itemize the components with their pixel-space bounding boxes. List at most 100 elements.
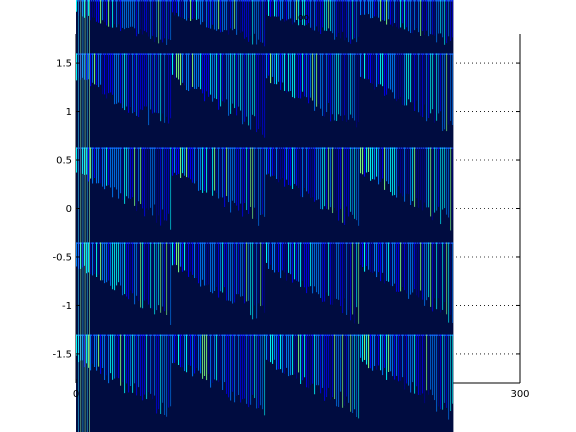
stripe [332, 334, 334, 398]
stripe [122, 334, 124, 383]
stripe [250, 334, 252, 405]
stripe [270, 334, 272, 363]
stripe [366, 53, 368, 80]
stripe [210, 242, 212, 293]
stripe [196, 0, 198, 20]
stripe [330, 53, 332, 122]
stripe [330, 0, 332, 32]
stripe [350, 334, 352, 412]
stripe [220, 0, 222, 33]
stripe [128, 0, 130, 28]
stripe [440, 53, 442, 112]
stripe [312, 147, 314, 198]
stripe [138, 53, 140, 118]
stripe [106, 147, 108, 186]
stripe [116, 147, 118, 190]
stripe [100, 334, 102, 374]
stripe [376, 334, 378, 370]
stripe [404, 0, 406, 30]
stripe [370, 147, 372, 181]
stripe [208, 147, 210, 190]
stripe [110, 334, 112, 374]
stripe [384, 147, 386, 190]
stripe [300, 334, 302, 384]
stripe [430, 147, 432, 217]
stripe [240, 334, 242, 403]
stripe [104, 334, 106, 380]
stripe [380, 147, 382, 182]
stripe [144, 242, 146, 301]
stripe [268, 0, 270, 16]
stripe [110, 242, 112, 286]
stripe [124, 242, 126, 295]
stripe [88, 242, 90, 273]
stripe [262, 147, 264, 215]
stripe [242, 242, 244, 297]
stripe [438, 0, 440, 34]
stripe [138, 242, 140, 301]
stripe [418, 0, 420, 33]
stripe [234, 147, 236, 203]
stripe [298, 334, 300, 373]
stripe [288, 0, 290, 20]
stripe [444, 0, 446, 45]
stripe [296, 53, 298, 97]
stripe [166, 0, 168, 45]
stripe [274, 334, 276, 360]
stripe [218, 334, 220, 383]
stripe [140, 53, 142, 110]
stripe [242, 147, 244, 217]
stripe [372, 334, 374, 371]
stripe [238, 242, 240, 295]
stripe [90, 334, 92, 371]
stripe [388, 147, 390, 185]
stripe [378, 242, 380, 273]
stripe [234, 0, 236, 29]
stripe [102, 334, 104, 369]
stripe [360, 0, 362, 16]
stripe [396, 53, 398, 102]
stripe [294, 334, 296, 375]
stripe [138, 0, 140, 34]
stripe [344, 242, 346, 299]
stripe [166, 334, 168, 417]
stripe [450, 334, 452, 412]
stripe [354, 53, 356, 121]
stripe [96, 147, 98, 184]
stripe [338, 0, 340, 33]
stripe [324, 334, 326, 401]
stripe [376, 147, 378, 177]
stripe [150, 53, 152, 110]
stripe [322, 147, 324, 210]
stripe [230, 53, 232, 114]
stripe [306, 334, 308, 388]
stripe [352, 242, 354, 315]
stripe [340, 53, 342, 116]
stripe [324, 0, 326, 31]
stripe [204, 0, 206, 22]
stripe [96, 334, 98, 371]
stripe [186, 242, 188, 272]
stripe [334, 53, 336, 121]
stripe [154, 242, 156, 315]
stripe [128, 334, 130, 393]
stripe [240, 53, 242, 111]
stripe [114, 242, 116, 291]
stripe [88, 147, 90, 182]
stripe [132, 0, 134, 27]
stripe [346, 53, 348, 122]
stripe [220, 147, 222, 197]
stripe [302, 334, 304, 381]
stripe [234, 334, 236, 403]
stripe [144, 147, 146, 217]
stripe [432, 0, 434, 35]
stripe [410, 53, 412, 103]
stripe [396, 334, 398, 376]
stripe [448, 0, 450, 37]
stripe [84, 334, 86, 368]
stripe [166, 53, 168, 117]
stripe [448, 242, 450, 323]
stripe [100, 242, 102, 281]
stripe [280, 334, 282, 370]
stripe [226, 147, 228, 197]
